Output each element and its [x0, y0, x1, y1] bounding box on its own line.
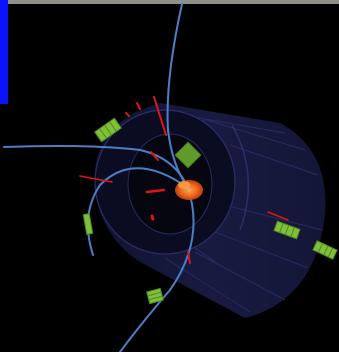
barrel-rim	[231, 124, 250, 231]
side-scroll-bar[interactable]	[0, 0, 8, 104]
top-scroll-bar[interactable]	[6, 0, 339, 4]
tracker-clusters	[82, 117, 338, 305]
cluster-6	[146, 287, 164, 305]
interaction-vertex[interactable]	[175, 180, 203, 200]
cluster-1	[94, 117, 122, 143]
cluster-2	[174, 141, 202, 169]
deposit-4	[79, 175, 113, 183]
deposit-5	[145, 188, 166, 194]
deposit-9	[187, 251, 191, 264]
track-2	[3, 145, 189, 189]
deposit-1	[153, 96, 167, 136]
deposit-8	[267, 211, 289, 221]
cluster-4	[273, 220, 301, 240]
cluster-3	[82, 213, 94, 235]
deposit-7	[150, 214, 155, 221]
track-1	[166, 3, 189, 189]
energy-deposits	[79, 96, 289, 264]
deposit-6	[150, 151, 159, 161]
deposit-2	[136, 102, 141, 110]
deposit-3	[125, 112, 130, 117]
detector-barrel	[94, 103, 326, 318]
track-4	[119, 187, 195, 352]
cluster-5	[312, 240, 338, 260]
